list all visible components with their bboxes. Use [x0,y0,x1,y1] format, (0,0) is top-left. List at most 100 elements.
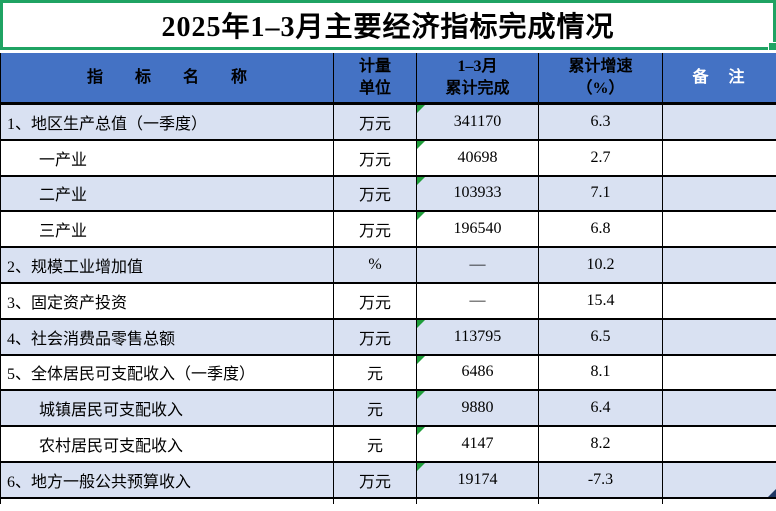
page-title: 2025年1–3月主要经济指标完成情况 [161,12,615,43]
indicators-table: 指 标 名 称 计量 单位 1–3月 累计完成 累计增速 （%） 备 注 1、地… [0,53,776,504]
header-row: 指 标 名 称 计量 单位 1–3月 累计完成 累计增速 （%） 备 注 [0,53,776,105]
value-text: 341170 [453,112,502,130]
value-text: 6486 [461,363,494,381]
error-flag-icon [417,140,425,149]
value-text: 4147 [461,435,494,453]
value-cell[interactable]: 6486 [416,353,539,392]
remark-cell[interactable] [662,174,776,213]
growth-cell[interactable]: 10.2 [538,246,663,284]
growth-cell[interactable]: -7.3 [538,460,663,499]
unit-cell[interactable]: 万元 [333,138,417,177]
remark-cell[interactable] [662,281,776,320]
col-header-completed[interactable]: 1–3月 累计完成 [416,53,539,105]
growth-cell[interactable]: 6.5 [538,317,663,356]
value-cell[interactable]: 4147 [416,425,539,463]
error-flag-icon [417,105,425,113]
empty-cell[interactable] [538,496,663,504]
col-header-growth[interactable]: 累计增速 （%） [538,53,663,105]
unit-cell[interactable]: 万元 [333,210,417,249]
value-cell[interactable]: 9880 [416,389,539,428]
table-row: 1、地区生产总值（一季度） 万元 341170 6.3 [0,102,776,141]
value-text: 196540 [453,220,502,238]
unit-cell[interactable]: 万元 [333,281,417,320]
growth-cell[interactable]: 6.8 [538,210,663,249]
indicator-name-cell[interactable]: 三产业 [0,210,334,249]
value-text: 9880 [461,399,494,417]
value-text: 113795 [453,327,502,345]
remark-cell[interactable] [662,389,776,428]
indicator-name-cell[interactable]: 2、规模工业增加值 [0,246,334,284]
indicator-name-cell[interactable]: 农村居民可支配收入 [0,425,334,463]
indicator-name-cell[interactable]: 6、地方一般公共预算收入 [0,460,334,499]
value-cell[interactable]: 40698 [416,138,539,177]
empty-cell[interactable] [416,496,539,504]
empty-cell[interactable] [333,496,417,504]
value-cell[interactable]: 196540 [416,210,539,249]
table-row: 3、固定资产投资 万元 — 15.4 [0,281,776,320]
unit-cell[interactable]: % [333,246,417,284]
remark-cell[interactable] [662,138,776,177]
unit-cell[interactable]: 元 [333,425,417,463]
error-flag-icon [417,319,425,328]
value-text: 19174 [457,470,498,488]
value-text: 40698 [457,148,498,166]
table-row: 三产业 万元 196540 6.8 [0,210,776,249]
col-header-remark[interactable]: 备 注 [662,53,776,105]
unit-cell[interactable]: 万元 [333,102,417,141]
table-row: 5、全体居民可支配收入（一季度） 元 6486 8.1 [0,353,776,392]
unit-cell[interactable]: 万元 [333,460,417,499]
remark-cell[interactable] [662,317,776,356]
value-cell[interactable]: 341170 [416,102,539,141]
growth-cell[interactable]: 15.4 [538,281,663,320]
error-flag-icon [417,355,425,364]
unit-cell[interactable]: 元 [333,353,417,392]
error-flag-icon [417,427,425,436]
remark-cell[interactable] [662,210,776,249]
remark-cell[interactable] [662,246,776,284]
table-row: 一产业 万元 40698 2.7 [0,138,776,177]
growth-cell[interactable]: 8.1 [538,353,663,392]
empty-cell[interactable] [662,496,776,504]
growth-cell[interactable]: 2.7 [538,138,663,177]
value-cell[interactable]: 19174 [416,460,539,499]
indicator-name-cell[interactable]: 4、社会消费品零售总额 [0,317,334,356]
value-text: — [469,291,486,309]
error-flag-icon [417,391,425,400]
col-header-unit[interactable]: 计量 单位 [333,53,417,105]
indicator-name-cell[interactable]: 二产业 [0,174,334,213]
value-cell[interactable]: — [416,246,539,284]
table-row: 二产业 万元 103933 7.1 [0,174,776,213]
col-header-indicator-name[interactable]: 指 标 名 称 [0,53,334,105]
remark-cell[interactable] [662,102,776,141]
unit-cell[interactable]: 万元 [333,317,417,356]
title-cell[interactable]: 2025年1–3月主要经济指标完成情况 [0,0,776,51]
table-row: 6、地方一般公共预算收入 万元 19174 -7.3 [0,460,776,499]
unit-cell[interactable]: 万元 [333,174,417,213]
error-flag-icon [417,176,425,185]
value-cell[interactable]: 103933 [416,174,539,213]
indicator-name-cell[interactable]: 城镇居民可支配收入 [0,389,334,428]
remark-cell[interactable] [662,425,776,463]
value-text: 103933 [453,184,502,202]
table-row: 城镇居民可支配收入 元 9880 6.4 [0,389,776,428]
growth-cell[interactable]: 6.4 [538,389,663,428]
table-row: 4、社会消费品零售总额 万元 113795 6.5 [0,317,776,356]
partial-next-row [0,496,776,504]
indicator-name-cell[interactable]: 5、全体居民可支配收入（一季度） [0,353,334,392]
error-flag-icon [417,212,425,221]
selection-fill-handle-icon[interactable] [768,42,776,51]
error-flag-icon [417,462,425,471]
value-cell[interactable]: 113795 [416,317,539,356]
indicator-name-cell[interactable]: 一产业 [0,138,334,177]
remark-cell[interactable] [662,353,776,392]
unit-cell[interactable]: 元 [333,389,417,428]
growth-cell[interactable]: 8.2 [538,425,663,463]
indicator-name-cell[interactable]: 3、固定资产投资 [0,281,334,320]
table-row: 2、规模工业增加值 % — 10.2 [0,246,776,284]
remark-cell[interactable] [662,460,776,499]
growth-cell[interactable]: 7.1 [538,174,663,213]
indicator-name-cell[interactable]: 1、地区生产总值（一季度） [0,102,334,141]
growth-cell[interactable]: 6.3 [538,102,663,141]
value-cell[interactable]: — [416,281,539,320]
empty-cell[interactable] [0,496,334,504]
